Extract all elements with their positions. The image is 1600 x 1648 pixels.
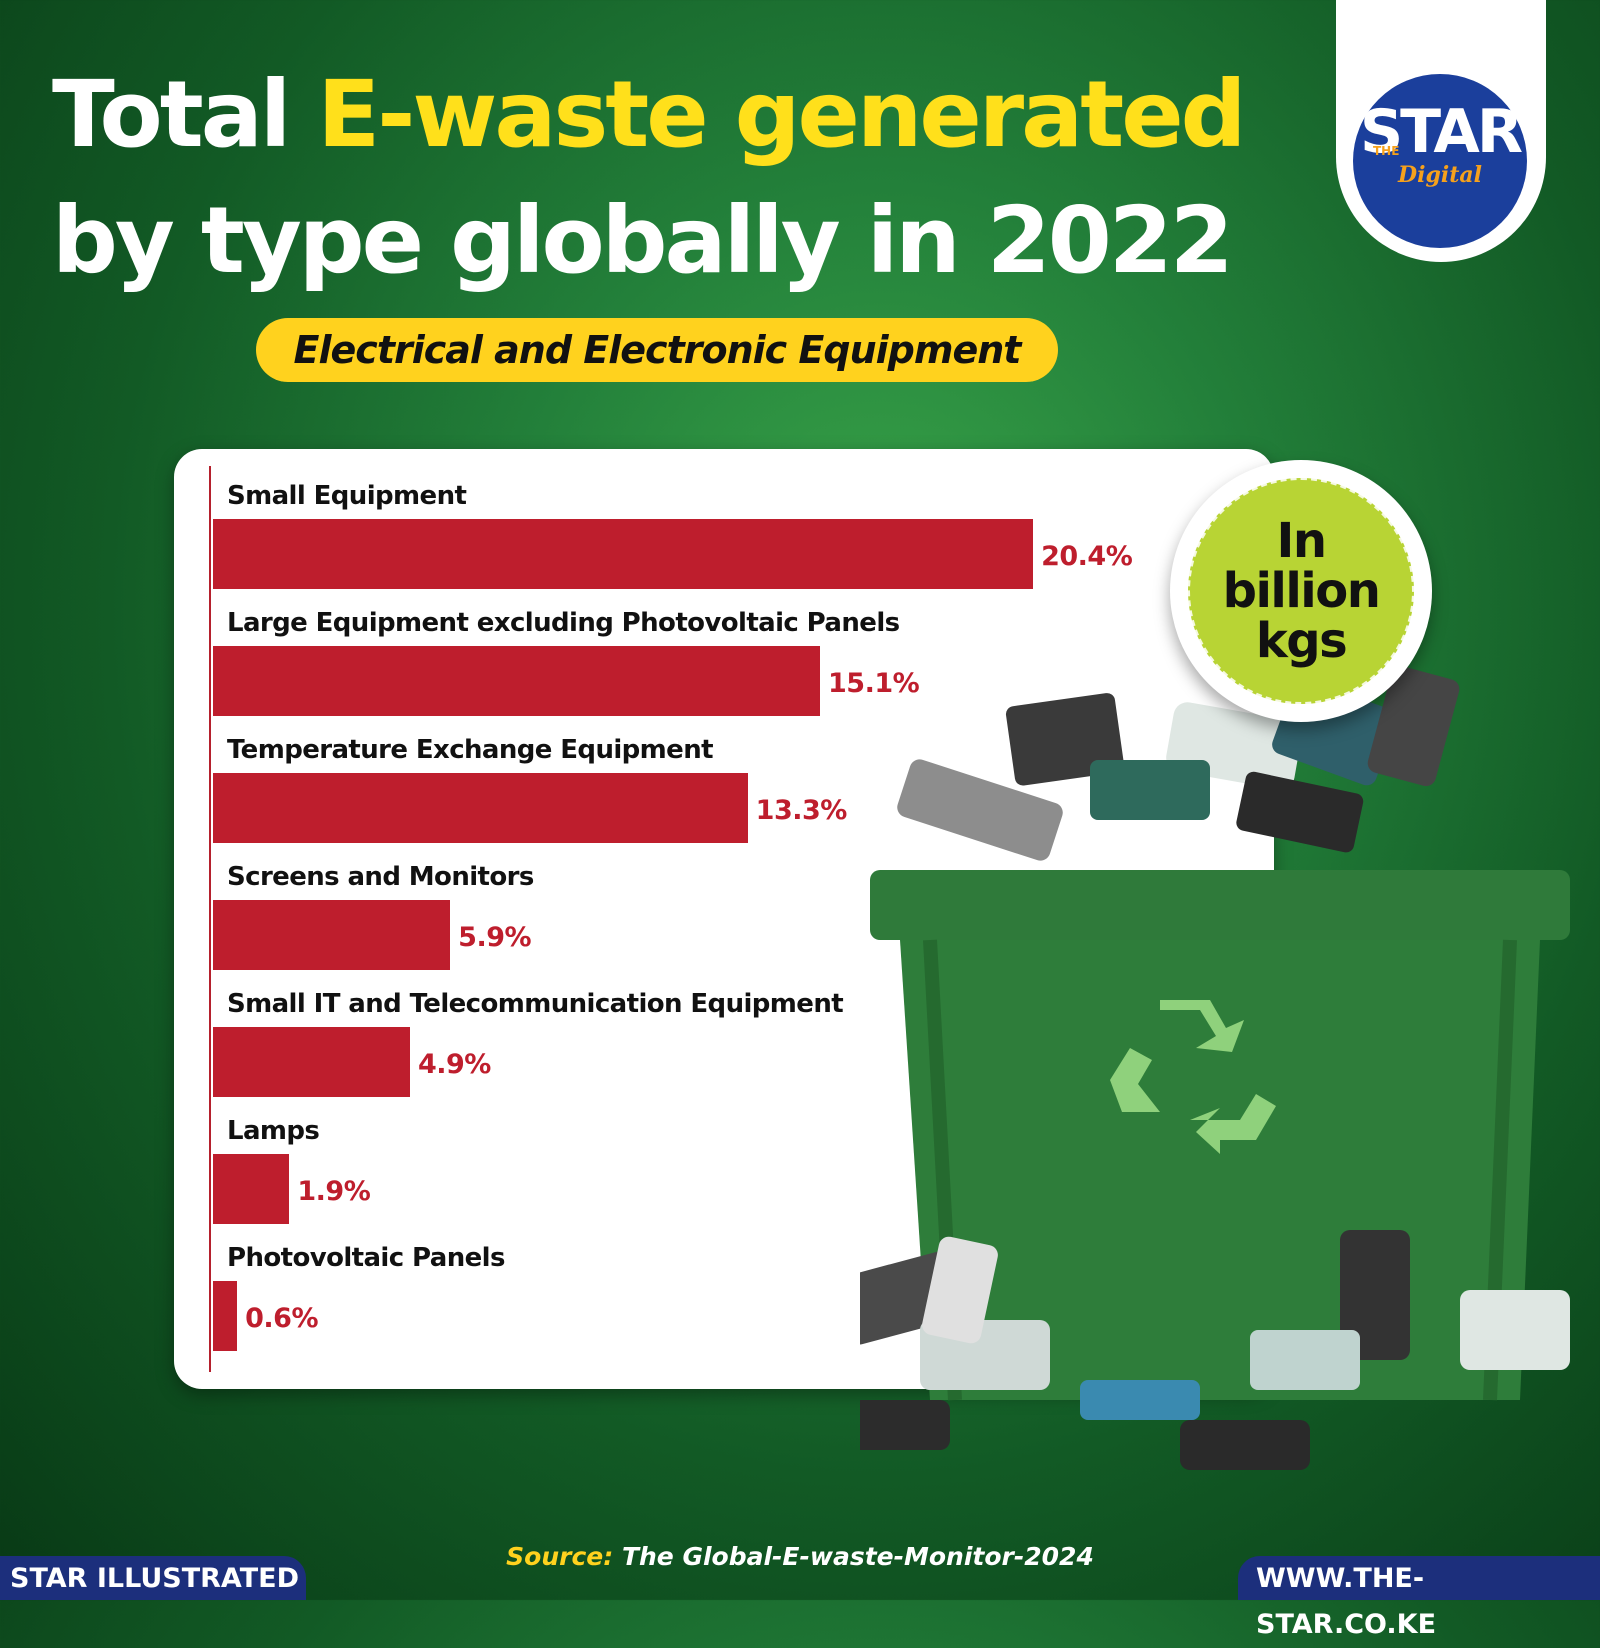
value-label: 13.3%	[755, 795, 848, 826]
logo-digital: Digital	[1398, 162, 1482, 188]
chart-axis-line	[209, 466, 211, 1372]
recycle-bin-illustration	[860, 666, 1570, 1470]
subtitle: Electrical and Electronic Equipment	[293, 328, 1022, 372]
unit-badge-inner: In billion kgs	[1188, 478, 1414, 704]
value-label: 20.4%	[1041, 541, 1133, 572]
value-label: 0.6%	[245, 1303, 318, 1334]
category-label: Screens and Monitors	[227, 862, 534, 892]
value-label: 15.1%	[828, 668, 920, 699]
footer-brand: STAR ILLUSTRATED	[0, 1556, 306, 1600]
star-digital-logo: THE STAR Digital	[1336, 0, 1546, 262]
title-highlight: E-waste generated	[317, 61, 1246, 168]
category-label: Temperature Exchange Equipment	[227, 735, 714, 765]
source-label: Source:	[506, 1542, 614, 1571]
source-text: The Global-E-waste-Monitor-2024	[613, 1542, 1094, 1571]
footer-url-link[interactable]: WWW.THE-STAR.CO.KE	[1238, 1556, 1600, 1640]
category-label: Large Equipment excluding Photovoltaic P…	[227, 608, 900, 638]
bar	[213, 900, 451, 970]
bar	[213, 646, 821, 716]
value-label: 4.9%	[417, 1049, 491, 1080]
title-line-2: by type globally in 2022	[52, 187, 1234, 294]
bar	[213, 519, 1034, 589]
logo-emblem: THE STAR Digital	[1353, 74, 1527, 248]
unit-badge: In billion kgs	[1170, 460, 1432, 722]
category-label: Small IT and Telecommunication Equipment	[227, 989, 844, 1019]
bar	[213, 1154, 290, 1224]
category-label: Lamps	[227, 1116, 320, 1146]
unit-badge-text: In billion kgs	[1222, 513, 1381, 669]
page-title: Total E-waste generated by type globally…	[52, 52, 1302, 304]
bar	[213, 1281, 238, 1351]
title-line-1: Total E-waste generated	[52, 52, 1302, 178]
badge-line-2: billion	[1222, 563, 1381, 619]
title-text: Total	[52, 61, 318, 168]
value-label: 5.9%	[458, 922, 532, 953]
category-label: Photovoltaic Panels	[227, 1243, 505, 1273]
source-note: Source: The Global-E-waste-Monitor-2024	[0, 1542, 1600, 1571]
bar	[213, 773, 748, 843]
logo-star: STAR	[1359, 97, 1523, 167]
badge-line-3: kgs	[1255, 613, 1348, 669]
bar	[213, 1027, 410, 1097]
category-label: Small Equipment	[227, 481, 467, 511]
logo-the: THE	[1373, 144, 1400, 158]
value-label: 1.9%	[297, 1176, 371, 1207]
subtitle-pill: Electrical and Electronic Equipment	[256, 318, 1058, 382]
badge-line-1: In	[1276, 513, 1327, 569]
